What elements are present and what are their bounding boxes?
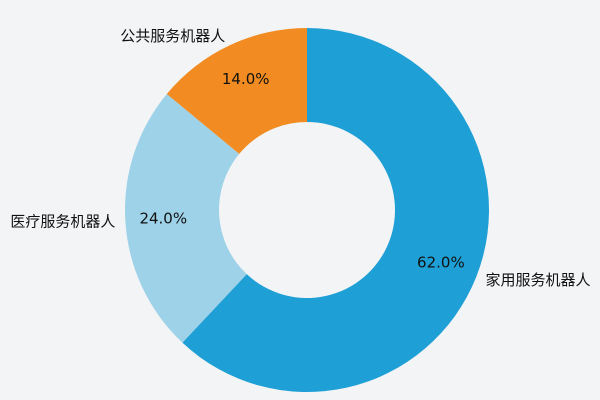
category-label: 公共服务机器人 bbox=[120, 27, 225, 45]
donut-slice bbox=[182, 28, 490, 392]
value-label: 62.0% bbox=[417, 254, 465, 272]
category-label: 医疗服务机器人 bbox=[10, 213, 115, 231]
category-label: 家用服务机器人 bbox=[486, 271, 591, 289]
donut-slice bbox=[124, 93, 247, 343]
value-label: 14.0% bbox=[222, 70, 270, 88]
value-label: 24.0% bbox=[139, 210, 187, 228]
donut-slice bbox=[166, 28, 307, 154]
